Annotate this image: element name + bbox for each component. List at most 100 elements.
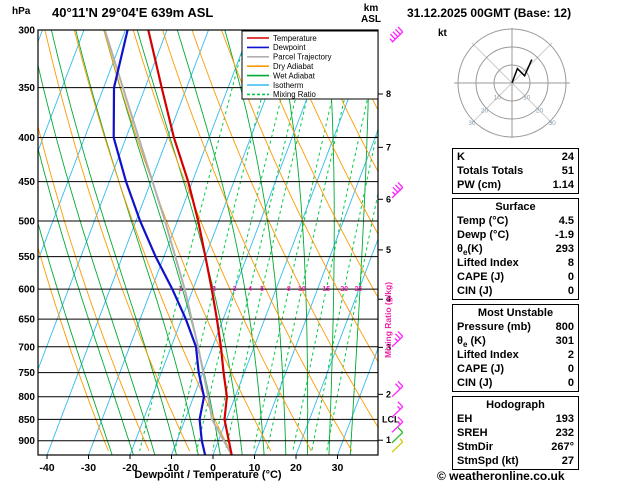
stats-box: Hodograph EH 193 SREH 232 StmDir 267° StmSpd (k…: [452, 396, 579, 470]
wind-barb: [391, 182, 404, 199]
pressure-tick-label: 550: [18, 252, 35, 263]
stat-label: SREH: [457, 427, 488, 439]
temp-tick-label: -20: [122, 462, 137, 474]
stat-label: Temp (°C): [457, 215, 509, 227]
stat-label: θe(K): [457, 243, 483, 258]
temp-tick-label: -10: [164, 462, 179, 474]
km-tick-label: 4: [386, 294, 391, 304]
stat-value: 4.5: [558, 215, 574, 227]
pressure-tick-label: 750: [18, 368, 35, 379]
altitude-axis-unit-label: km ASL: [356, 3, 386, 25]
pressure-tick-label: 350: [18, 83, 35, 94]
stat-row: CAPE (J) 0: [457, 362, 574, 376]
stat-row: PW (cm) 1.14: [457, 178, 574, 192]
stat-value: -1.9: [555, 229, 574, 241]
stat-label: Lifted Index: [457, 257, 519, 269]
isotherm-lines: [38, 30, 378, 455]
mixing-ratio-label: 3: [233, 286, 237, 293]
hodograph-unit-label: kt: [438, 28, 447, 39]
stat-label: K: [457, 151, 465, 163]
stat-value: 2: [567, 349, 574, 361]
stat-label: θe (K): [457, 335, 486, 350]
km-tick-label: 6: [386, 194, 391, 204]
stat-value: 232: [555, 427, 574, 439]
mixing-ratio-lines: [139, 30, 378, 452]
stats-section-header: Surface: [495, 201, 536, 213]
stat-row: Temp (°C) 4.5: [457, 214, 574, 228]
stat-row: EH 193: [457, 412, 574, 426]
stat-label: CIN (J): [457, 377, 493, 389]
pressure-tick-label: 800: [18, 392, 35, 403]
pressure-tick-label: 600: [18, 285, 35, 296]
stat-value: 0: [567, 285, 574, 297]
wind-barb: [391, 401, 404, 418]
x-axis-title: Dewpoint / Temperature (°C): [134, 469, 282, 481]
legend-label-temperature: Temperature: [273, 34, 317, 43]
temp-tick-label: 10: [249, 462, 261, 474]
stat-label: CAPE (J): [457, 271, 505, 283]
km-tick-label: 3: [386, 342, 391, 352]
stat-value: 267°: [551, 441, 574, 453]
mixing-ratio-label: 20: [340, 286, 348, 293]
km-tick-label: 5: [386, 245, 391, 255]
wind-barb: [391, 330, 404, 348]
mixing-ratio-label: 8: [287, 286, 291, 293]
stat-value: 27: [561, 455, 574, 467]
legend-label-parcel: Parcel Trajectory: [273, 53, 332, 62]
stat-row: θe (K) 301: [457, 334, 574, 350]
mixing-ratio-label: 10: [298, 286, 306, 293]
stat-label: Pressure (mb): [457, 321, 531, 333]
pressure-tick-label: 450: [18, 177, 35, 188]
stats-box: Surface Temp (°C) 4.5 Dewp (°C) -1.9 θe(K) 293…: [452, 198, 579, 300]
stat-value: 0: [567, 363, 574, 375]
temp-tick-label: -30: [81, 462, 96, 474]
stat-label: CIN (J): [457, 285, 493, 297]
hodograph-trace: [511, 59, 533, 84]
stat-label: CAPE (J): [457, 363, 505, 375]
hodo-ring-label: 30: [468, 120, 476, 127]
stat-value: 293: [555, 243, 574, 255]
stat-row: Totals Totals 51: [457, 164, 574, 178]
stat-label: StmSpd (kt): [457, 455, 519, 467]
hodo-ring-label: 20: [481, 107, 489, 114]
mixing-ratio-label: 15: [322, 286, 330, 293]
pressure-tick-label: 650: [18, 315, 35, 326]
skewt-chart: 300350400450500550600650700750800850900-…: [18, 26, 404, 481]
stat-value: 0: [567, 271, 574, 283]
dewpoint-curve: [112, 30, 207, 455]
km-tick-label: 2: [386, 389, 391, 399]
mixing-ratio-axis-label: Mixing Ratio (g/kg): [383, 282, 393, 358]
mixing-ratio-label: 1: [178, 286, 182, 293]
station-title: 40°11'N 29°04'E 639m ASL: [52, 5, 214, 20]
stat-label: PW (cm): [457, 179, 501, 191]
stat-row: SREH 232: [457, 426, 574, 440]
hodograph-rings: [457, 28, 567, 138]
stat-row: Pressure (mb) 800: [457, 320, 574, 334]
pressure-tick-label: 850: [18, 415, 35, 426]
stat-row: Dewp (°C) -1.9: [457, 228, 574, 242]
stat-value: 301: [555, 335, 574, 347]
stats-box: Most Unstable Pressure (mb) 800 θe (K) 301 Li…: [452, 304, 579, 392]
stat-value: 24: [561, 151, 574, 163]
parcel-curve: [103, 30, 233, 455]
wind-barb: [391, 438, 404, 453]
hodo-ring-label: 10: [523, 95, 531, 102]
stat-value: 8: [567, 257, 574, 269]
stats-panel: K 24 Totals Totals 51 PW (cm) 1.14 Surface Temp…: [452, 148, 579, 474]
km-tick-label: 8: [386, 89, 391, 99]
stats-section-header: Most Unstable: [477, 307, 554, 319]
stat-value: 51: [561, 165, 574, 177]
legend-label-isotherm: Isotherm: [273, 81, 303, 90]
pressure-tick-label: 700: [18, 342, 35, 353]
stat-value: 1.14: [552, 179, 574, 191]
stat-value: 0: [567, 377, 574, 389]
stat-row: CIN (J) 0: [457, 376, 574, 390]
hodo-ring-label: 30: [549, 120, 557, 127]
stat-label: Totals Totals: [457, 165, 524, 177]
plot-border: [37, 29, 379, 456]
wet-adiabat-lines: [38, 30, 370, 455]
legend-label-mixing_ratio: Mixing Ratio: [273, 90, 317, 99]
stat-row: CAPE (J) 0: [457, 270, 574, 284]
temperature-curve: [147, 30, 233, 455]
